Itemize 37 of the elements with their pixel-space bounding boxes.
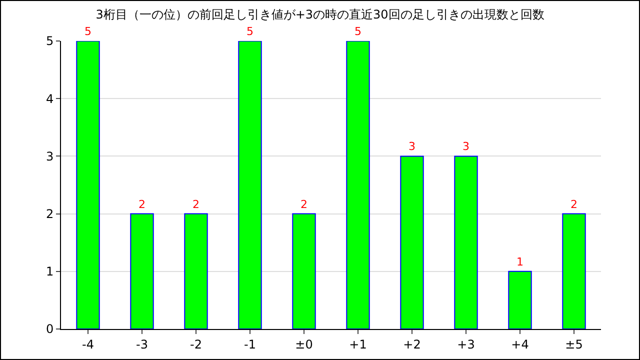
- x-tick-label: +3: [457, 337, 475, 352]
- data-label: 5: [246, 25, 254, 38]
- y-tick-label: 1: [46, 264, 54, 279]
- x-tick-label: -1: [244, 337, 256, 352]
- bar: [508, 270, 532, 329]
- bar: [76, 41, 100, 329]
- bar: [400, 156, 424, 329]
- x-tick-label: -4: [82, 337, 94, 352]
- x-tick-label: +2: [403, 337, 421, 352]
- data-label: 3: [408, 140, 416, 154]
- data-label: 1: [516, 255, 524, 268]
- y-tick-label: 2: [46, 207, 54, 221]
- bar: [292, 213, 316, 329]
- data-label: 2: [138, 198, 146, 211]
- x-tick-label: +1: [349, 337, 367, 352]
- data-label: 5: [354, 25, 362, 38]
- data-label: 2: [570, 198, 578, 211]
- x-tick-label: ±5: [565, 337, 583, 352]
- bar: [238, 41, 262, 329]
- x-tick-label: ±0: [295, 337, 313, 352]
- data-label: 5: [84, 25, 92, 38]
- x-tick-label: +4: [511, 337, 529, 352]
- bar: [130, 213, 154, 329]
- data-label: 2: [300, 198, 308, 211]
- y-tick-label: 5: [46, 34, 54, 48]
- chart-title: 3桁目（一の位）の前回足し引き値が+3の時の直近30回の足し引きの出現数と回数: [96, 7, 544, 22]
- bar: [454, 156, 478, 329]
- data-label: 2: [192, 198, 200, 211]
- x-tick-label: -2: [190, 337, 202, 352]
- bar: [184, 213, 208, 329]
- y-tick-label: 0: [46, 322, 54, 336]
- y-tick-label: 4: [46, 92, 54, 106]
- bar: [346, 41, 370, 329]
- data-label: 3: [462, 140, 470, 154]
- bar: [562, 213, 586, 329]
- y-tick-label: 3: [46, 149, 54, 164]
- x-tick-label: -3: [136, 337, 148, 352]
